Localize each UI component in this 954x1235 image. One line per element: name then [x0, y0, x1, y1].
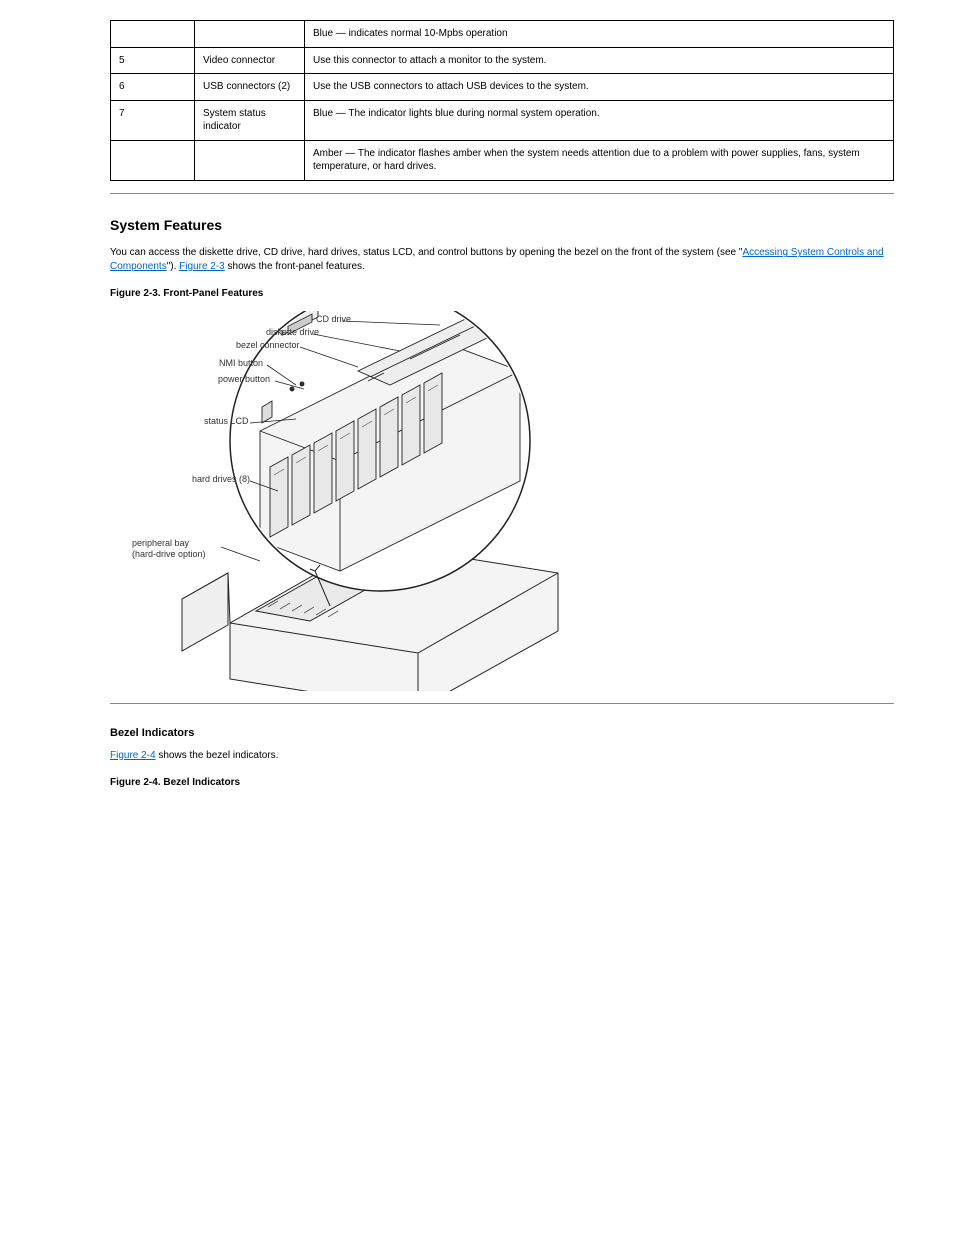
callout-power-button: power button: [218, 373, 270, 385]
figure-2-3-caption: Figure 2-3. Front-Panel Features: [110, 287, 894, 301]
table-row: 5 Video connectorUse this connector to at…: [111, 47, 894, 74]
table-cell: [195, 140, 305, 180]
callout-cd-drive: CD drive: [316, 313, 351, 325]
table-cell: Amber — The indicator flashes amber when…: [305, 140, 894, 180]
table-row: 7 System status indicatorBlue — The indic…: [111, 100, 894, 140]
table-cell: [111, 140, 143, 180]
figure-2-3-link[interactable]: Figure 2-3: [179, 261, 225, 272]
table-row: Amber — The indicator flashes amber when…: [111, 140, 894, 180]
table-cell: Blue — The indicator lights blue during …: [305, 100, 894, 140]
callout-nmi-button: NMI button: [219, 357, 263, 369]
table-cell: 6: [111, 74, 143, 101]
section-divider: [110, 193, 894, 194]
table-cell: Use the USB connectors to attach USB dev…: [305, 74, 894, 101]
table-cell: [195, 21, 305, 48]
table-cell: System status indicator: [195, 100, 305, 140]
figure-2-4-caption: Figure 2-4. Bezel Indicators: [110, 776, 894, 790]
system-features-heading: System Features: [110, 216, 894, 235]
table-cell: [143, 47, 195, 74]
system-intro-paragraph: You can access the diskette drive, CD dr…: [110, 246, 894, 273]
bezel-text: Figure 2-4 shows the bezel indicators.: [110, 749, 894, 763]
table-cell: [143, 140, 195, 180]
section-divider-2: [110, 703, 894, 704]
table-cell: 5: [111, 47, 143, 74]
intro-text-b: ).: [170, 261, 179, 272]
callout-peripheral-b: (hard-drive option): [132, 548, 206, 560]
table-cell: [143, 74, 195, 101]
table-cell: [143, 100, 195, 140]
bezel-indicators-heading: Bezel Indicators: [110, 726, 894, 741]
table-row: 6 USB connectors (2)Use the USB connector…: [111, 74, 894, 101]
table-cell: 7: [111, 100, 143, 140]
table-cell: Blue — indicates normal 10-Mpbs operatio…: [305, 21, 894, 48]
table-cell: Video connector: [195, 47, 305, 74]
bezel-text-rest: shows the bezel indicators.: [156, 750, 279, 761]
spec-table: Blue — indicates normal 10-Mpbs operatio…: [110, 20, 894, 181]
callout-hard-drives: hard drives (8): [192, 473, 250, 485]
front-panel-diagram: CD drive diskette drive bezel connector …: [110, 311, 590, 691]
table-cell: Use this connector to attach a monitor t…: [305, 47, 894, 74]
table-cell: [143, 21, 195, 48]
callout-status-lcd: status LCD: [204, 415, 249, 427]
intro-text-c: shows the front-panel features.: [225, 261, 365, 272]
table-row: Blue — indicates normal 10-Mpbs operatio…: [111, 21, 894, 48]
table-cell: USB connectors (2): [195, 74, 305, 101]
callout-diskette: diskette drive: [266, 326, 319, 338]
table-cell: [111, 21, 143, 48]
figure-2-4-link[interactable]: Figure 2-4: [110, 750, 156, 761]
callout-bezel-conn: bezel connector: [236, 339, 300, 351]
intro-text-a: You can access the diskette drive, CD dr…: [110, 247, 739, 258]
